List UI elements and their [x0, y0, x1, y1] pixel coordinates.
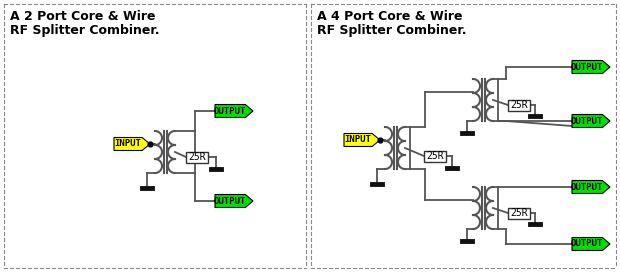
Bar [508, 100, 530, 110]
Polygon shape [344, 134, 380, 147]
Polygon shape [572, 115, 610, 128]
Polygon shape [114, 138, 150, 150]
Bar [508, 208, 530, 218]
Text: 25R: 25R [510, 208, 528, 218]
Polygon shape [572, 60, 610, 73]
Text: OUTPUT: OUTPUT [214, 107, 246, 116]
Text: INPUT: INPUT [345, 135, 371, 144]
Text: RF Splitter Combiner.: RF Splitter Combiner. [317, 24, 466, 37]
Text: RF Splitter Combiner.: RF Splitter Combiner. [10, 24, 159, 37]
Polygon shape [572, 237, 610, 251]
Text: OUTPUT: OUTPUT [571, 63, 603, 72]
Bar [186, 152, 208, 162]
Text: A 4 Port Core & Wire: A 4 Port Core & Wire [317, 10, 463, 23]
Polygon shape [572, 181, 610, 193]
Text: OUTPUT: OUTPUT [571, 183, 603, 191]
Text: OUTPUT: OUTPUT [214, 196, 246, 206]
Text: 25R: 25R [426, 151, 444, 161]
Text: OUTPUT: OUTPUT [571, 240, 603, 249]
Polygon shape [215, 194, 253, 208]
Text: OUTPUT: OUTPUT [571, 116, 603, 125]
Text: 25R: 25R [188, 152, 206, 162]
Bar [424, 150, 446, 162]
Polygon shape [215, 104, 253, 118]
Text: 25R: 25R [510, 100, 528, 110]
Text: A 2 Port Core & Wire: A 2 Port Core & Wire [10, 10, 156, 23]
Text: INPUT: INPUT [115, 140, 141, 149]
